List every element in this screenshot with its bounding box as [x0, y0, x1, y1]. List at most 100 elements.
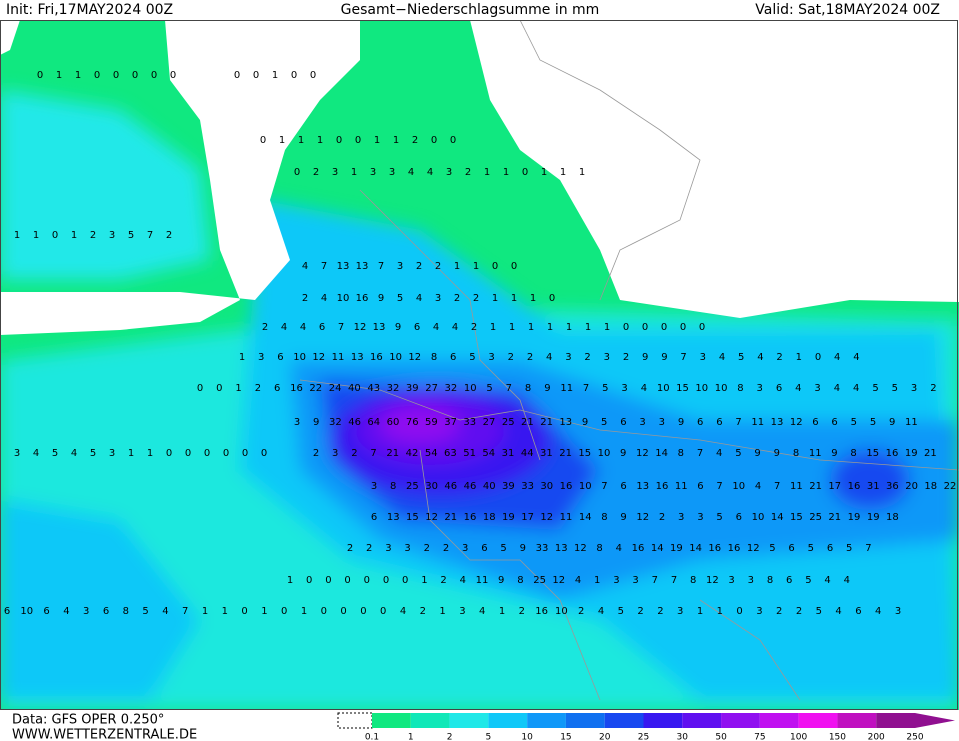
- precip-value: 13: [337, 261, 350, 272]
- precip-value: 10: [464, 383, 477, 394]
- precip-value: 4: [408, 167, 414, 178]
- precip-value: 19: [848, 512, 861, 523]
- precip-value: 22: [309, 383, 322, 394]
- precip-value: 1: [439, 606, 445, 617]
- precip-value: 3: [621, 383, 627, 394]
- precip-value: 33: [521, 481, 534, 492]
- precip-value: 1: [511, 293, 517, 304]
- precip-value: 0: [360, 606, 366, 617]
- legend-label: 250: [906, 733, 923, 741]
- precip-value: 4: [433, 322, 439, 333]
- precip-value: 3: [911, 383, 917, 394]
- precip-value: 12: [552, 575, 565, 586]
- precip-value: 0: [325, 575, 331, 586]
- legend-swatch: [721, 713, 760, 728]
- precip-value: 3: [639, 417, 645, 428]
- precip-value: 18: [924, 481, 937, 492]
- precip-value: 1: [56, 70, 62, 81]
- precip-value: 16: [560, 481, 573, 492]
- precip-value: 5: [769, 543, 775, 554]
- precip-value: 19: [867, 512, 880, 523]
- precip-value: 4: [321, 293, 327, 304]
- precip-value: 6: [103, 606, 109, 617]
- precip-value: 1: [279, 135, 285, 146]
- precip-value: 4: [63, 606, 69, 617]
- legend-swatch: [449, 713, 489, 728]
- precip-value: 6: [319, 322, 325, 333]
- precip-value: 13: [373, 322, 386, 333]
- precip-value: 15: [406, 512, 419, 523]
- precip-value: 16: [848, 481, 861, 492]
- precip-value: 14: [655, 448, 668, 459]
- precip-value: 6: [736, 512, 742, 523]
- precip-value: 3: [565, 352, 571, 363]
- precip-value: 4: [835, 606, 841, 617]
- precip-value: 0: [340, 606, 346, 617]
- precip-value: 2: [776, 606, 782, 617]
- precip-value: 3: [700, 352, 706, 363]
- precip-value: 1: [239, 352, 245, 363]
- precip-value: 54: [482, 448, 495, 459]
- precip-value: 0: [306, 575, 312, 586]
- precip-value: 0: [815, 352, 821, 363]
- precip-value: 16: [728, 543, 741, 554]
- precip-value: 1: [796, 352, 802, 363]
- precip-value: 6: [4, 606, 10, 617]
- precip-value: 19: [905, 448, 918, 459]
- precip-value: 0: [261, 448, 267, 459]
- precip-value: 2: [930, 383, 936, 394]
- precip-value: 11: [476, 575, 489, 586]
- precip-value: 7: [680, 352, 686, 363]
- precip-value: 40: [348, 383, 361, 394]
- precip-value: 9: [754, 448, 760, 459]
- precip-value: 1: [503, 167, 509, 178]
- precip-value: 63: [444, 448, 457, 459]
- precip-value: 3: [462, 543, 468, 554]
- data-source: Data: GFS OPER 0.250°: [12, 713, 164, 728]
- precip-value: 2: [776, 352, 782, 363]
- precip-value: 8: [737, 383, 743, 394]
- precip-value: 12: [636, 448, 649, 459]
- legend-label: 2: [447, 733, 453, 741]
- precip-value: 7: [506, 383, 512, 394]
- precip-value: 7: [147, 230, 153, 241]
- precip-value: 4: [452, 322, 458, 333]
- precip-value: 11: [905, 417, 918, 428]
- precip-value: 12: [312, 352, 325, 363]
- precip-value: 0: [216, 383, 222, 394]
- precip-value: 6: [786, 575, 792, 586]
- precip-value: 60: [387, 417, 400, 428]
- precip-value: 2: [584, 352, 590, 363]
- precip-value: 31: [540, 448, 553, 459]
- precip-value: 12: [574, 543, 587, 554]
- precip-value: 0: [37, 70, 43, 81]
- legend-swatch: [410, 713, 450, 728]
- precip-value: 1: [317, 135, 323, 146]
- legend-swatch: [837, 713, 877, 728]
- precip-value: 5: [602, 383, 608, 394]
- precip-value: 2: [262, 322, 268, 333]
- precip-value: 0: [132, 70, 138, 81]
- precip-value: 5: [618, 606, 624, 617]
- precip-value: 4: [575, 575, 581, 586]
- precip-value: 10: [20, 606, 33, 617]
- legend-swatch: [798, 713, 838, 728]
- precip-value: 5: [735, 448, 741, 459]
- precip-value: 6: [274, 383, 280, 394]
- precip-value: 1: [473, 261, 479, 272]
- precip-value: 4: [281, 322, 287, 333]
- precip-value: 4: [460, 575, 466, 586]
- precip-value: 3: [109, 230, 115, 241]
- precip-value: 2: [443, 543, 449, 554]
- precip-value: 5: [816, 606, 822, 617]
- precip-value: 7: [652, 575, 658, 586]
- precip-value: 1: [547, 322, 553, 333]
- precip-value: 4: [302, 261, 308, 272]
- legend-label: 200: [868, 733, 885, 741]
- precip-value: 21: [386, 448, 399, 459]
- precip-value: 4: [844, 575, 850, 586]
- precip-value: 3: [756, 606, 762, 617]
- precip-value: 9: [831, 448, 837, 459]
- precip-value: 1: [147, 448, 153, 459]
- legend-label: 0.1: [365, 733, 379, 741]
